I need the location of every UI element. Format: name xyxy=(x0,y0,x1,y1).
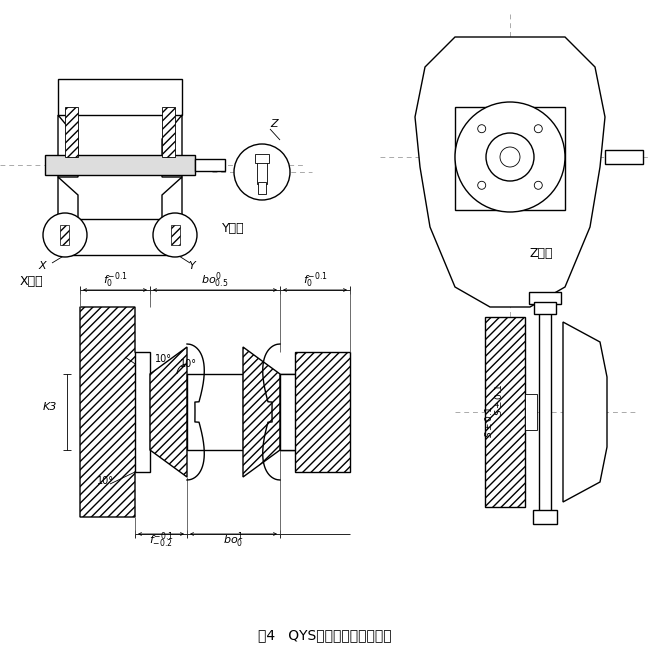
Text: $f_0^{-0.1}$: $f_0^{-0.1}$ xyxy=(302,271,328,291)
Circle shape xyxy=(534,181,542,189)
Polygon shape xyxy=(485,317,525,507)
Text: 10°: 10° xyxy=(97,476,114,486)
Bar xyxy=(195,159,225,171)
Text: 10°: 10° xyxy=(155,354,172,364)
Text: 10°: 10° xyxy=(180,359,197,369)
Text: Y放大: Y放大 xyxy=(222,222,244,235)
Circle shape xyxy=(486,133,534,181)
Circle shape xyxy=(500,147,520,167)
Bar xyxy=(257,160,267,184)
Text: $bo_{0.5}^{0}$: $bo_{0.5}^{0}$ xyxy=(202,271,229,291)
Bar xyxy=(534,302,556,314)
Bar xyxy=(525,394,537,430)
Polygon shape xyxy=(455,107,565,210)
Polygon shape xyxy=(80,307,150,517)
Text: K3: K3 xyxy=(43,402,57,412)
Polygon shape xyxy=(415,37,605,307)
Bar xyxy=(187,374,243,450)
Bar xyxy=(162,107,175,157)
Polygon shape xyxy=(162,177,182,219)
Bar xyxy=(60,225,69,245)
Text: Y: Y xyxy=(188,261,195,271)
Bar xyxy=(135,352,150,472)
Polygon shape xyxy=(243,347,280,477)
Circle shape xyxy=(153,213,197,257)
Text: $S\pm 0.1$: $S\pm 0.1$ xyxy=(483,406,494,438)
Polygon shape xyxy=(280,352,350,472)
Polygon shape xyxy=(563,322,607,502)
Bar xyxy=(255,154,269,163)
Bar xyxy=(280,374,295,450)
Text: Z放大: Z放大 xyxy=(530,247,554,260)
Polygon shape xyxy=(58,219,182,255)
Bar xyxy=(539,302,551,512)
Text: Z: Z xyxy=(270,119,278,129)
Circle shape xyxy=(478,124,486,132)
Polygon shape xyxy=(150,347,187,477)
Text: $f_{-0.2}^{-0.1}$: $f_{-0.2}^{-0.1}$ xyxy=(149,531,174,550)
Text: 图4   QYS型减速器的支承型式: 图4 QYS型减速器的支承型式 xyxy=(258,628,392,642)
Bar xyxy=(529,292,561,304)
Bar xyxy=(533,510,557,524)
Circle shape xyxy=(43,213,87,257)
Bar xyxy=(605,150,643,164)
Text: X放大: X放大 xyxy=(20,275,44,288)
Circle shape xyxy=(455,102,565,212)
Text: $bo_{0}^{1}$: $bo_{0}^{1}$ xyxy=(223,531,243,550)
Polygon shape xyxy=(58,177,78,219)
Circle shape xyxy=(534,124,542,132)
Polygon shape xyxy=(58,79,182,115)
Text: $S\pm 0.1$: $S\pm 0.1$ xyxy=(493,384,504,416)
Polygon shape xyxy=(58,115,78,177)
Bar xyxy=(65,107,78,157)
Circle shape xyxy=(478,181,486,189)
Bar xyxy=(45,155,195,175)
Circle shape xyxy=(234,144,290,200)
Bar xyxy=(171,225,180,245)
Bar xyxy=(258,182,266,194)
Text: X: X xyxy=(38,261,46,271)
Text: $f_0^{-0.1}$: $f_0^{-0.1}$ xyxy=(103,271,127,291)
Polygon shape xyxy=(162,115,182,177)
